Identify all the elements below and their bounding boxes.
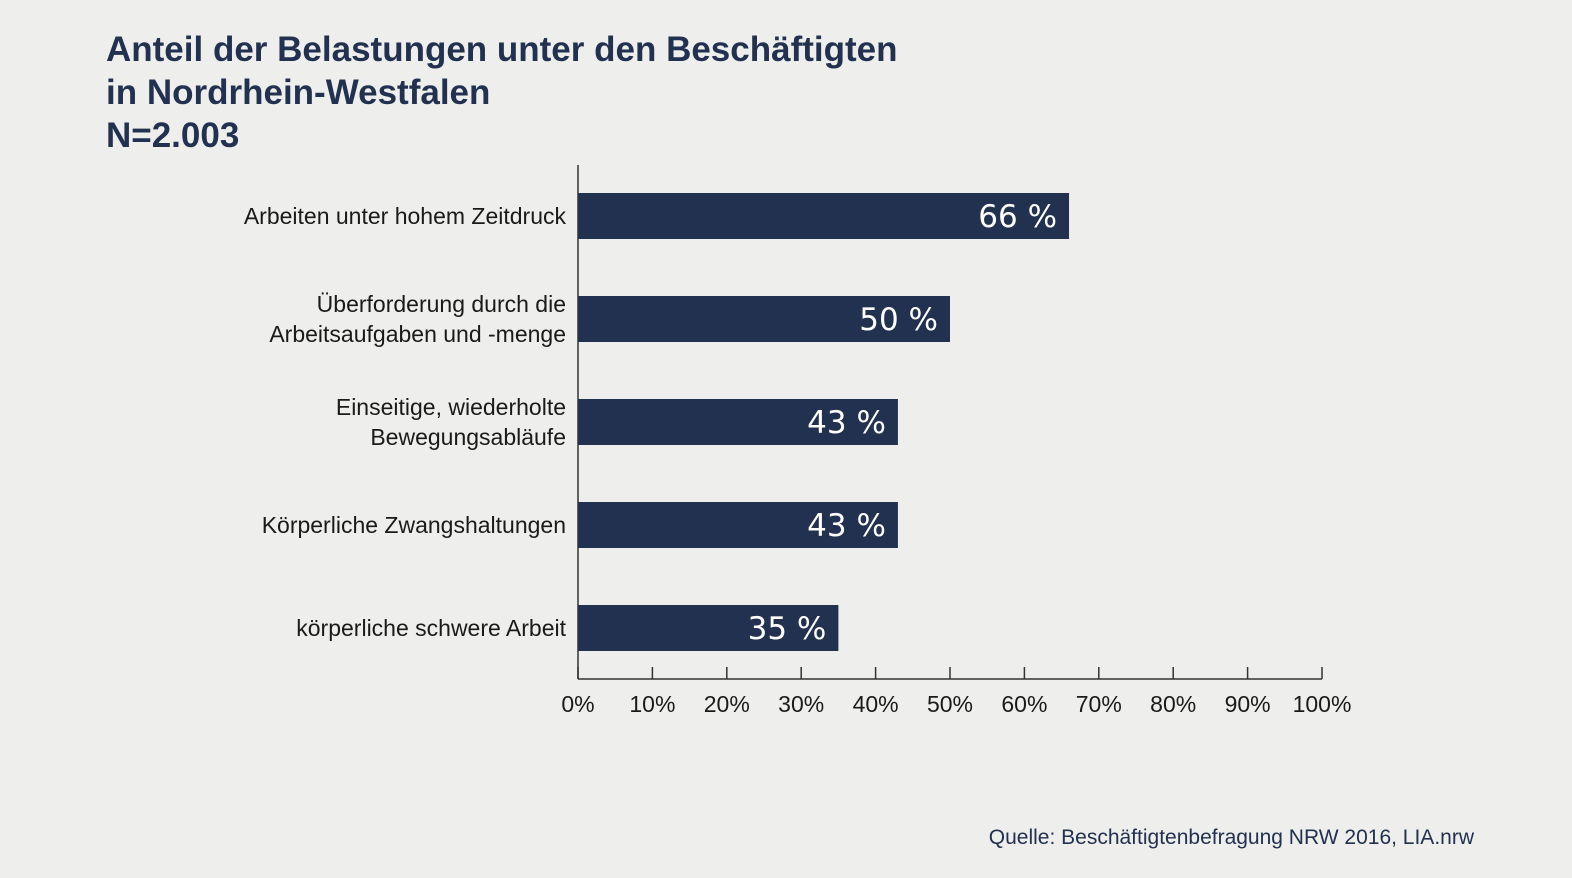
bar-value-label: 43 %	[807, 508, 886, 544]
category-label: körperliche schwere Arbeit	[296, 615, 566, 641]
bar	[578, 296, 950, 342]
x-tick-label: 80%	[1150, 691, 1196, 717]
title-line-1: Anteil der Belastungen unter den Beschäf…	[106, 30, 898, 69]
title-line-3: N=2.003	[106, 116, 240, 155]
source-note: Quelle: Beschäftigtenbefragung NRW 2016,…	[988, 826, 1474, 849]
x-tick-label: 50%	[927, 691, 973, 717]
bar	[578, 193, 1070, 239]
x-tick-label: 20%	[704, 691, 750, 717]
bar-value-label: 50 %	[859, 302, 938, 338]
title-line-2: in Nordrhein-Westfalen	[106, 73, 491, 112]
x-tick-label: 40%	[853, 691, 899, 717]
bar-value-label: 43 %	[807, 405, 886, 441]
category-label: Arbeiten unter hohem Zeitdruck	[244, 203, 567, 229]
category-label: Einseitige, wiederholte	[336, 394, 566, 420]
x-tick-label: 70%	[1076, 691, 1122, 717]
x-tick-label: 30%	[778, 691, 824, 717]
x-tick-label: 100%	[1293, 691, 1352, 717]
x-tick-label: 90%	[1225, 691, 1271, 717]
bar	[578, 502, 898, 548]
chart-title: Anteil der Belastungen unter den Beschäf…	[106, 28, 898, 157]
category-label: Arbeitsaufgaben und -menge	[269, 321, 566, 347]
x-tick-label: 60%	[1001, 691, 1047, 717]
bar-value-label: 66 %	[978, 199, 1057, 235]
category-label: Bewegungsabläufe	[370, 424, 566, 450]
x-tick-label: 0%	[561, 691, 594, 717]
bar	[578, 399, 898, 445]
x-tick-label: 10%	[629, 691, 675, 717]
bar	[578, 605, 839, 651]
bar-value-label: 35 %	[748, 611, 827, 647]
category-label: Überforderung durch die	[317, 291, 566, 317]
category-label: Körperliche Zwangshaltungen	[262, 512, 566, 538]
